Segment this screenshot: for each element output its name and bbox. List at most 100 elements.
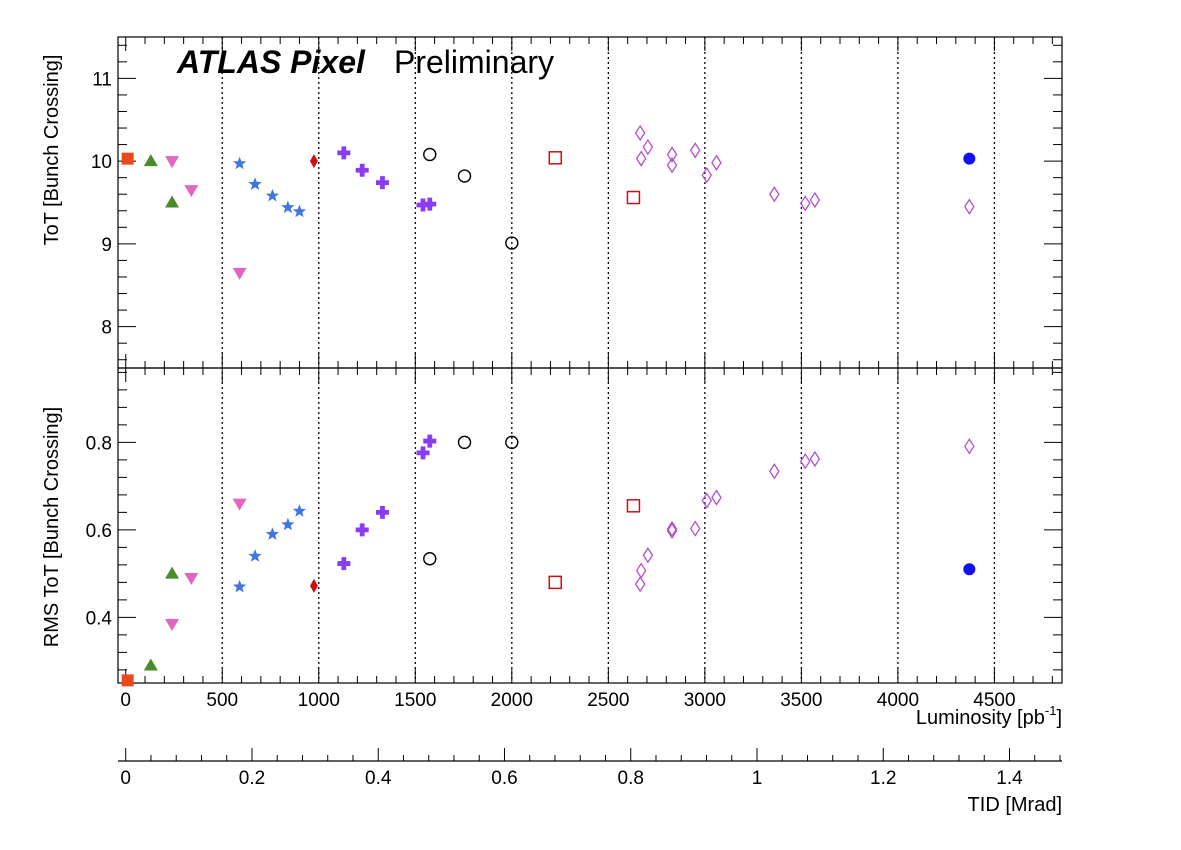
data-point xyxy=(165,195,180,208)
data-point xyxy=(416,446,430,460)
bottom-y-tick-label: 0.8 xyxy=(86,433,112,454)
data-point xyxy=(165,566,180,579)
data-point xyxy=(635,562,647,579)
x-tick-label: 3500 xyxy=(780,690,822,711)
data-point xyxy=(711,489,722,506)
data-point xyxy=(635,150,647,167)
x-axis-title-exponent: -1 xyxy=(1045,703,1057,718)
data-point xyxy=(248,549,262,562)
secondary-x-tick-label: 0 xyxy=(120,768,131,789)
data-point xyxy=(309,154,318,169)
data-point xyxy=(165,156,180,169)
data-point xyxy=(143,658,158,671)
data-point xyxy=(265,188,280,202)
data-point xyxy=(423,147,437,162)
data-point xyxy=(423,552,437,566)
header-brand: ATLAS Pixel xyxy=(176,44,366,80)
data-point xyxy=(666,146,678,163)
data-point xyxy=(769,186,780,203)
data-point xyxy=(375,176,389,190)
data-point xyxy=(423,434,437,448)
top-y-tick-label: 8 xyxy=(101,318,112,339)
x-tick-label: 0 xyxy=(120,690,131,711)
x-axis-title: Luminosity [pb-1] xyxy=(916,703,1062,729)
data-point xyxy=(416,198,430,212)
data-point xyxy=(666,520,678,538)
data-point xyxy=(292,504,307,517)
data-point xyxy=(184,573,199,585)
data-point xyxy=(121,674,134,687)
data-point xyxy=(165,618,180,631)
x-tick-label: 4500 xyxy=(973,690,1015,711)
secondary-x-tick-label: 1 xyxy=(752,768,763,789)
x-tick-label: 2500 xyxy=(587,690,629,711)
secondary-x-tick-label: 0.4 xyxy=(365,768,392,789)
data-point xyxy=(689,142,701,159)
data-point xyxy=(143,154,158,167)
data-point xyxy=(457,169,472,183)
data-point xyxy=(292,204,307,218)
data-point xyxy=(309,578,318,593)
axis-ticks: 0 500 1000 1500 2000 2500 3000 3500 4000 45008910… xyxy=(86,37,1062,789)
secondary-x-tick-label: 0.8 xyxy=(618,768,644,789)
data-point xyxy=(701,492,713,509)
secondary-x-axis-title: TID [Mrad] xyxy=(968,794,1062,816)
top-y-axis-title: ToT [Bunch Crossing] xyxy=(41,55,63,246)
x-axis-title-end: ] xyxy=(1056,707,1062,729)
data-point xyxy=(689,520,701,537)
data-point xyxy=(233,156,247,170)
data-point xyxy=(626,190,641,205)
data-point xyxy=(799,195,811,212)
data-point xyxy=(184,185,199,198)
secondary-x-tick-label: 1.4 xyxy=(996,768,1023,789)
bottom-panel-frame xyxy=(117,367,1063,684)
data-point xyxy=(809,191,821,209)
data-point xyxy=(964,438,975,455)
data-point xyxy=(964,198,975,215)
data-point xyxy=(701,166,713,184)
data-point xyxy=(355,163,369,177)
data-point xyxy=(337,557,351,571)
data-point xyxy=(281,200,295,214)
data-point xyxy=(355,523,369,537)
data-point xyxy=(634,575,646,593)
data-point xyxy=(963,563,976,576)
top-y-tick-label: 9 xyxy=(101,235,112,256)
header-status: Preliminary xyxy=(394,44,554,80)
data-point xyxy=(281,517,295,531)
data-point xyxy=(634,124,646,142)
data-point xyxy=(121,152,134,165)
data-point xyxy=(799,452,811,470)
data-point xyxy=(337,146,351,160)
bottom-y-tick-label: 0.6 xyxy=(86,521,112,542)
plot-frames xyxy=(117,36,1063,762)
top-y-tick-label: 11 xyxy=(92,69,112,90)
x-axis-title-main: Luminosity [pb xyxy=(916,707,1045,729)
x-tick-label: 1000 xyxy=(298,690,340,711)
data-point xyxy=(265,527,280,540)
data-point xyxy=(505,236,519,250)
data-point xyxy=(769,463,780,480)
data-point xyxy=(423,197,437,211)
data-point xyxy=(548,151,563,165)
secondary-x-tick-label: 0.2 xyxy=(239,768,265,789)
x-tick-label: 2000 xyxy=(491,690,533,711)
secondary-x-tick-label: 1.2 xyxy=(870,768,896,789)
data-point xyxy=(711,154,722,171)
data-point xyxy=(375,505,389,519)
x-tick-label: 4000 xyxy=(877,690,919,711)
x-tick-label: 1500 xyxy=(394,690,436,711)
data-point xyxy=(505,435,519,450)
data-point xyxy=(626,499,641,513)
data-markers xyxy=(121,124,976,687)
data-point xyxy=(232,267,247,280)
data-point xyxy=(642,138,654,156)
secondary-x-tick-label: 0.6 xyxy=(491,768,517,789)
data-point xyxy=(642,547,654,564)
data-point xyxy=(248,177,262,190)
bottom-y-tick-label: 0.4 xyxy=(86,608,113,629)
data-point xyxy=(232,498,247,511)
data-point xyxy=(666,157,678,174)
